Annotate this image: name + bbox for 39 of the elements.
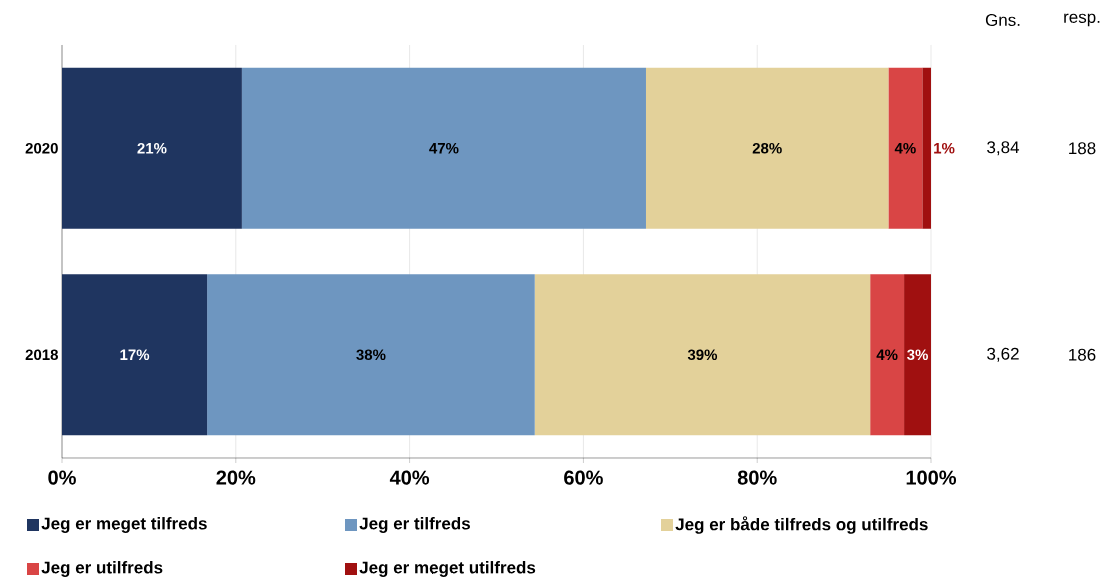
data-label: 38% — [356, 349, 386, 361]
x-tick-label: 20% — [216, 470, 256, 485]
data-label: 17% — [120, 349, 150, 361]
text: 188 — [1069, 142, 1096, 155]
bar — [888, 67, 923, 229]
bar — [922, 67, 932, 229]
data-label: 4% — [876, 349, 898, 361]
legend-label: Jeg er meget tilfreds — [41, 517, 207, 533]
bar — [241, 67, 646, 229]
legend-label: Jeg er både tilfreds og utilfreds — [675, 516, 928, 534]
data-label: 39% — [687, 349, 718, 361]
text: 186 — [1069, 348, 1096, 361]
text: 3,62 — [987, 347, 1019, 362]
x-tick-label: 0% — [48, 470, 76, 485]
bar — [904, 274, 932, 436]
text: resp. — [1064, 13, 1100, 27]
bar — [62, 67, 242, 229]
text: 3,84 — [987, 141, 1020, 156]
x-tick-label: 40% — [389, 470, 430, 485]
legend-label: Jeg er tilfreds — [359, 517, 470, 533]
bar — [534, 274, 871, 436]
x-tick-label: 80% — [737, 470, 777, 485]
data-label: 4% — [894, 142, 916, 154]
bar — [645, 67, 889, 229]
bar — [870, 274, 905, 436]
legend-label: Jeg er meget utilfreds — [359, 561, 536, 577]
data-label: 47% — [429, 142, 459, 154]
data-label: 28% — [752, 142, 782, 154]
data-label: 3% — [907, 349, 928, 361]
data-label: 21% — [137, 142, 167, 154]
text: Gns. — [985, 13, 1020, 27]
y-tick-label: 2018 — [25, 349, 58, 361]
legend-label: Jeg er utilfreds — [41, 561, 163, 577]
y-tick-label: 2020 — [25, 142, 58, 154]
bar — [62, 274, 208, 436]
x-tick-label: 60% — [564, 470, 603, 485]
x-tick-label: 100% — [906, 470, 957, 485]
bar — [207, 274, 535, 436]
data-label: 1% — [934, 142, 955, 154]
